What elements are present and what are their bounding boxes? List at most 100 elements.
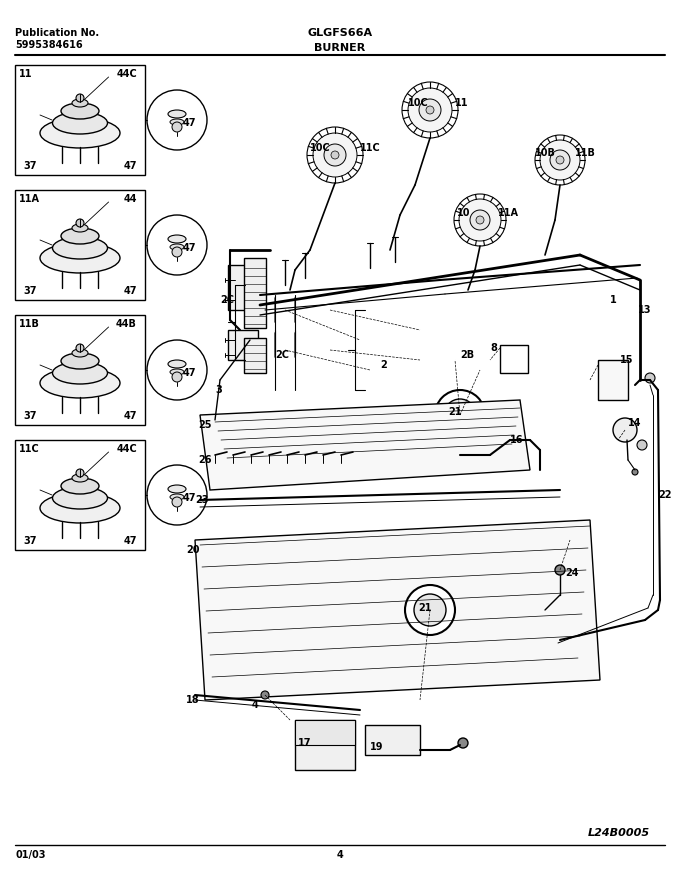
Text: 47: 47 [124, 536, 137, 546]
Text: 47: 47 [124, 161, 137, 171]
Circle shape [76, 469, 84, 477]
Bar [15, 65, 145, 175]
Circle shape [147, 215, 207, 275]
Text: 11C: 11C [360, 143, 381, 153]
Text: 18: 18 [186, 695, 200, 705]
Text: 21: 21 [448, 407, 462, 417]
Text: 26: 26 [198, 455, 211, 465]
Ellipse shape [40, 368, 120, 398]
Bar [295, 720, 355, 770]
Text: 11A: 11A [19, 194, 40, 204]
Text: 44B: 44B [116, 319, 137, 329]
Ellipse shape [52, 112, 107, 134]
Text: 8: 8 [490, 343, 497, 353]
Text: 2B: 2B [460, 350, 474, 360]
Circle shape [172, 497, 182, 507]
Text: Publication No.: Publication No. [15, 28, 99, 38]
Text: 19: 19 [370, 742, 384, 752]
Text: 01/03: 01/03 [15, 850, 46, 860]
Circle shape [261, 691, 269, 699]
Text: 10C: 10C [310, 143, 330, 153]
Circle shape [324, 144, 346, 166]
Ellipse shape [40, 118, 120, 148]
Polygon shape [200, 400, 530, 490]
Circle shape [458, 738, 468, 748]
Bar [365, 725, 420, 755]
Text: 14: 14 [628, 418, 641, 428]
Bar [244, 338, 266, 373]
Ellipse shape [52, 237, 107, 259]
Ellipse shape [168, 235, 186, 243]
Text: 44: 44 [124, 194, 137, 204]
Text: 11C: 11C [19, 444, 39, 454]
Text: 13: 13 [638, 305, 651, 315]
Text: 11B: 11B [575, 148, 596, 158]
Bar [500, 345, 528, 373]
Ellipse shape [72, 474, 88, 482]
Circle shape [331, 151, 339, 159]
Text: 15: 15 [620, 355, 634, 365]
Text: L24B0005: L24B0005 [588, 828, 650, 838]
Bar [15, 440, 145, 550]
Text: 37: 37 [23, 411, 37, 421]
Ellipse shape [72, 349, 88, 357]
Text: 4: 4 [252, 700, 259, 710]
Circle shape [470, 210, 490, 230]
Text: 24: 24 [565, 568, 579, 578]
Circle shape [632, 469, 638, 475]
Text: 2: 2 [380, 360, 387, 370]
Circle shape [426, 106, 434, 114]
Ellipse shape [52, 487, 107, 509]
Circle shape [172, 372, 182, 382]
Circle shape [459, 199, 501, 241]
Text: 16: 16 [510, 435, 524, 445]
Circle shape [76, 219, 84, 227]
Ellipse shape [170, 119, 184, 125]
Ellipse shape [61, 478, 99, 494]
Ellipse shape [170, 369, 184, 375]
Text: 11A: 11A [498, 208, 519, 218]
Ellipse shape [40, 243, 120, 273]
Circle shape [556, 156, 564, 164]
Bar [295, 720, 355, 745]
Ellipse shape [61, 353, 99, 369]
Circle shape [147, 90, 207, 150]
Text: 10: 10 [457, 208, 471, 218]
Circle shape [476, 216, 484, 224]
Circle shape [147, 465, 207, 525]
Circle shape [550, 150, 570, 170]
Circle shape [435, 390, 485, 440]
Ellipse shape [40, 493, 120, 523]
Text: 47: 47 [183, 368, 197, 378]
Circle shape [444, 399, 476, 431]
Ellipse shape [168, 110, 186, 118]
Ellipse shape [61, 103, 99, 119]
Ellipse shape [61, 228, 99, 244]
Circle shape [172, 247, 182, 257]
Text: 37: 37 [23, 161, 37, 171]
Text: BURNER: BURNER [314, 43, 366, 53]
Circle shape [408, 88, 452, 132]
Text: 2C: 2C [220, 295, 234, 305]
Bar [244, 258, 266, 328]
Ellipse shape [170, 494, 184, 500]
Text: 47: 47 [183, 243, 197, 253]
Text: 21: 21 [418, 603, 432, 613]
Text: 4: 4 [337, 850, 343, 860]
Text: 10B: 10B [535, 148, 556, 158]
Text: 47: 47 [124, 411, 137, 421]
Text: 11: 11 [455, 98, 469, 108]
Circle shape [613, 418, 637, 442]
Bar [228, 265, 258, 310]
Circle shape [555, 565, 565, 575]
Text: 2C: 2C [275, 350, 289, 360]
Ellipse shape [52, 362, 107, 384]
Text: 22: 22 [658, 490, 671, 500]
Text: 20: 20 [186, 545, 199, 555]
Text: 44C: 44C [116, 444, 137, 454]
Text: 1: 1 [610, 295, 617, 305]
Polygon shape [195, 520, 600, 700]
Ellipse shape [72, 224, 88, 232]
Circle shape [313, 133, 357, 177]
Text: 23: 23 [195, 495, 209, 505]
